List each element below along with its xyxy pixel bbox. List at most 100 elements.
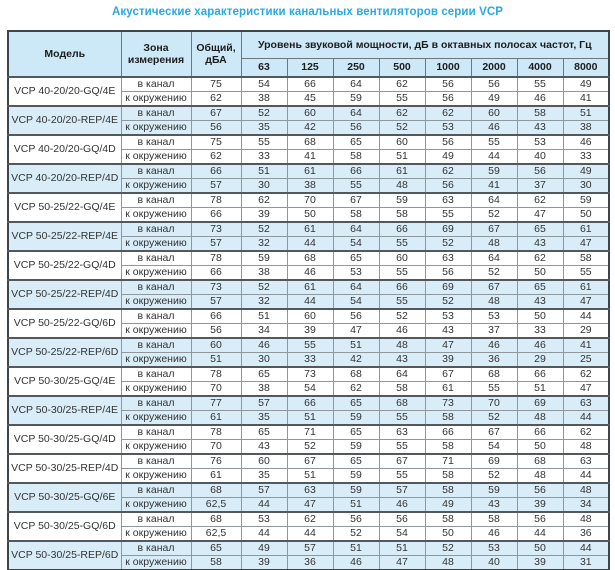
col-header-freq-250: 250 [332,57,380,78]
model-cell: VCP 50-25/22-REP/4E [7,221,122,252]
spl-cell-2000hz: 46 [470,337,518,353]
spl-cell-4000hz: 39 [516,555,564,570]
zone-cell: к окружению [120,410,192,426]
table-row: VCP 40-20/20-REP/4D в канал 66 51 61 66 61 62 59… [7,163,610,194]
total-dba-cell: 57 [190,294,242,310]
spl-cell-4000hz: 43 [516,236,564,252]
zone-cell: к окружению [120,497,192,513]
spl-cell-1000hz: 47 [424,337,472,353]
spl-cell-63hz: 49 [240,540,288,556]
zone-cell: к окружению [120,120,192,136]
spl-cell-250hz: 64 [332,105,380,121]
spl-cell-1000hz: 61 [424,381,472,397]
spl-cell-8000hz: 63 [562,395,610,411]
spl-cell-2000hz: 40 [470,555,518,570]
spl-cell-8000hz: 49 [562,163,610,179]
spl-cell-63hz: 34 [240,323,288,339]
total-dba-cell: 58 [190,555,242,570]
table-row: VCP 50-30/25-GQ/4D в канал 78 65 71 65 63 66 67 6… [7,424,610,455]
total-dba-cell: 66 [190,163,242,179]
total-dba-cell: 62,5 [190,497,242,513]
zone-cell: в канал [120,105,192,121]
spl-cell-250hz: 64 [332,221,380,237]
spl-cell-125hz: 55 [286,337,334,353]
spl-cell-125hz: 61 [286,221,334,237]
spl-cell-2000hz: 60 [470,105,518,121]
spl-cell-63hz: 46 [240,337,288,353]
zone-cell: к окружению [120,468,192,484]
total-dba-cell: 62 [190,91,242,107]
zone-cell: к окружению [120,178,192,194]
table-row: VCP 40-20/20-GQ/4E в канал 75 54 66 64 62 56 56 5… [7,76,610,107]
spl-cell-250hz: 55 [332,178,380,194]
spl-cell-1000hz: 53 [424,120,472,136]
spl-cell-63hz: 57 [240,395,288,411]
spl-cell-1000hz: 73 [424,395,472,411]
spl-cell-250hz: 59 [332,439,380,455]
spl-cell-125hz: 66 [286,395,334,411]
spl-cell-8000hz: 31 [562,555,610,570]
table-row: VCP 50-30/25-REP/4E в канал 77 57 66 65 68 73 70… [7,395,610,426]
spl-cell-4000hz: 66 [516,366,564,382]
page-title: Акустические характеристики канальных ве… [111,6,504,18]
table-row: VCP 50-25/22-GQ/6D в канал 66 51 60 56 52 53 53 5… [7,308,610,339]
total-dba-cell: 70 [190,439,242,455]
total-dba-cell: 78 [190,424,242,440]
spl-cell-2000hz: 55 [470,381,518,397]
table-row: к окружению 57 32 44 54 55 52 48 43 47 [8,294,610,310]
spl-cell-1000hz: 58 [424,439,472,455]
spl-cell-125hz: 41 [286,149,334,165]
spl-cell-2000hz: 58 [470,511,518,527]
spl-cell-125hz: 70 [286,192,334,208]
total-dba-cell: 57 [190,178,242,194]
spl-cell-500hz: 57 [378,482,426,498]
spl-cell-1000hz: 69 [424,221,472,237]
table-row: VCP 50-30/25-GQ/6E в канал 68 57 63 59 57 58 59 5… [7,482,610,513]
spl-cell-250hz: 58 [332,149,380,165]
col-header-zone: Зона измерения [120,30,192,78]
total-dba-cell: 51 [190,352,242,368]
spl-cell-1000hz: 52 [424,294,472,310]
model-cell: VCP 50-25/22-GQ/4E [7,192,122,223]
model-cell: VCP 40-20/20-REP/4E [7,105,122,136]
model-cell: VCP 50-30/25-REP/4E [7,395,122,426]
spl-cell-500hz: 55 [378,91,426,107]
spl-cell-1000hz: 62 [424,105,472,121]
total-dba-cell: 66 [190,207,242,223]
spl-cell-1000hz: 66 [424,424,472,440]
spl-cell-1000hz: 53 [424,308,472,324]
spl-cell-125hz: 38 [286,178,334,194]
spl-cell-63hz: 35 [240,468,288,484]
spl-cell-2000hz: 37 [470,323,518,339]
table-row: VCP 50-30/25-GQ/6D в канал 68 53 62 56 56 58 58 5… [7,511,610,542]
spl-cell-8000hz: 59 [562,192,610,208]
table-row: VCP 50-25/22-GQ/4D в канал 78 59 68 65 60 63 64 6… [7,250,610,281]
spl-cell-4000hz: 46 [516,337,564,353]
zone-cell: в канал [120,337,192,353]
total-dba-cell: 75 [190,76,242,92]
spl-cell-2000hz: 52 [470,207,518,223]
spl-cell-500hz: 51 [378,540,426,556]
spl-cell-63hz: 38 [240,265,288,281]
spl-cell-8000hz: 48 [562,511,610,527]
spl-cell-2000hz: 48 [470,294,518,310]
spl-cell-8000hz: 62 [562,424,610,440]
total-dba-cell: 66 [190,265,242,281]
spl-cell-63hz: 65 [240,424,288,440]
spl-cell-2000hz: 36 [470,352,518,368]
spl-cell-250hz: 65 [332,250,380,266]
spl-cell-500hz: 55 [378,265,426,281]
spl-cell-500hz: 55 [378,468,426,484]
spl-cell-500hz: 52 [378,120,426,136]
zone-cell: в канал [120,163,192,179]
table-row: VCP 50-25/22-REP/4D в канал 73 52 61 64 66 69 67… [7,279,610,310]
spl-cell-4000hz: 48 [516,410,564,426]
model-cell: VCP 40-20/20-GQ/4D [7,134,122,165]
spl-cell-2000hz: 70 [470,395,518,411]
spl-cell-250hz: 62 [332,381,380,397]
model-cell: VCP 50-30/25-REP/6D [7,540,122,570]
zone-cell: в канал [120,424,192,440]
spl-cell-500hz: 68 [378,395,426,411]
spl-cell-63hz: 52 [240,279,288,295]
spl-cell-125hz: 66 [286,76,334,92]
